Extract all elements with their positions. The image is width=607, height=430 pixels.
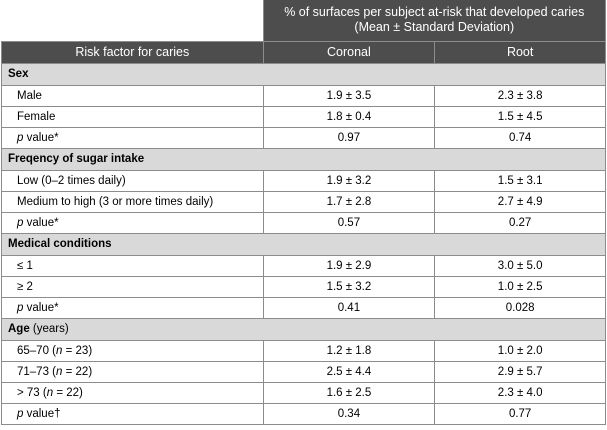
coronal-value: 1.8 ± 0.4 xyxy=(262,105,436,128)
row-label: Male xyxy=(1,84,264,107)
p-symbol: p xyxy=(17,301,24,314)
coronal-value: 1.7 ± 2.8 xyxy=(262,190,436,213)
section-title: Age (years) xyxy=(1,317,606,341)
p-symbol: p xyxy=(17,216,24,229)
root-value: 1.5 ± 3.1 xyxy=(434,169,606,192)
row-label: ≤ 1 xyxy=(1,254,264,277)
row-label: p value* xyxy=(1,211,264,234)
coronal-value: 2.5 ± 4.4 xyxy=(262,360,436,383)
p-label: value* xyxy=(23,131,59,144)
row-label: p value* xyxy=(1,126,264,149)
table-row: Female 1.8 ± 0.4 1.5 ± 4.5 xyxy=(1,105,606,128)
coronal-value: 0.57 xyxy=(262,211,436,234)
group-header-row: % of surfaces per subject at-risk that d… xyxy=(1,0,607,42)
table-row: Low (0–2 times daily) 1.9 ± 3.2 1.5 ± 3.… xyxy=(1,169,606,192)
group-header: % of surfaces per subject at-risk that d… xyxy=(262,0,607,42)
p-symbol: p xyxy=(17,407,24,420)
row-label: p value* xyxy=(1,296,264,319)
p-value-row: p value* 0.97 0.74 xyxy=(1,126,606,149)
root-value: 0.77 xyxy=(434,402,606,425)
row-label-pre: 71–73 ( xyxy=(17,365,57,378)
row-label: > 73 (n = 22) xyxy=(1,381,264,404)
row-label: ≥ 2 xyxy=(1,275,264,298)
section-age: Age (years) xyxy=(1,317,606,341)
row-label: 71–73 (n = 22) xyxy=(1,360,264,383)
root-value: 2.9 ± 5.7 xyxy=(434,360,606,383)
root-value: 2.3 ± 4.0 xyxy=(434,381,606,404)
row-label-pre: > 73 ( xyxy=(17,386,47,399)
p-label: value* xyxy=(23,301,59,314)
n-symbol: n xyxy=(56,365,63,378)
p-symbol: p xyxy=(17,131,24,144)
table-row: 71–73 (n = 22) 2.5 ± 4.4 2.9 ± 5.7 xyxy=(1,360,606,383)
blank-corner xyxy=(1,0,264,42)
coronal-value: 1.9 ± 3.2 xyxy=(262,169,436,192)
coronal-value: 1.9 ± 3.5 xyxy=(262,84,436,107)
root-value: 1.0 ± 2.0 xyxy=(434,339,606,362)
root-value: 0.74 xyxy=(434,126,606,149)
table-row: ≤ 1 1.9 ± 2.9 3.0 ± 5.0 xyxy=(1,254,606,277)
root-value: 2.3 ± 3.8 xyxy=(434,84,606,107)
section-title: Freqency of sugar intake xyxy=(1,147,606,171)
section-sex: Sex xyxy=(1,62,606,86)
row-label: Low (0–2 times daily) xyxy=(1,169,264,192)
section-title-text: Age xyxy=(8,323,30,335)
coronal-value: 0.97 xyxy=(262,126,436,149)
section-medical-conditions: Medical conditions xyxy=(1,232,606,256)
p-value-row: p value* 0.57 0.27 xyxy=(1,211,606,234)
row-label-post: = 22) xyxy=(62,365,93,378)
row-label: p value† xyxy=(1,402,264,425)
p-value-row: p value* 0.41 0.028 xyxy=(1,296,606,319)
table-row: Male 1.9 ± 3.5 2.3 ± 3.8 xyxy=(1,84,606,107)
p-label: value† xyxy=(23,407,61,420)
section-title: Sex xyxy=(1,62,606,86)
row-label: Female xyxy=(1,105,264,128)
coronal-value: 1.2 ± 1.8 xyxy=(262,339,436,362)
row-label: 65–70 (n = 23) xyxy=(1,339,264,362)
coronal-value: 0.41 xyxy=(262,296,436,319)
col-header-risk-factor: Risk factor for caries xyxy=(1,40,264,64)
table-row: ≥ 2 1.5 ± 3.2 1.0 ± 2.5 xyxy=(1,275,606,298)
col-header-root: Root xyxy=(434,40,606,64)
row-label-post: = 23) xyxy=(62,344,93,357)
root-value: 0.27 xyxy=(434,211,606,234)
column-header-row: Risk factor for caries Coronal Root xyxy=(1,40,606,64)
row-label-pre: 65–70 ( xyxy=(17,344,57,357)
coronal-value: 1.6 ± 2.5 xyxy=(262,381,436,404)
table-row: Medium to high (3 or more times daily) 1… xyxy=(1,190,606,213)
root-value: 2.7 ± 4.9 xyxy=(434,190,606,213)
p-value-row: p value† 0.34 0.77 xyxy=(1,402,606,425)
col-header-coronal: Coronal xyxy=(262,40,436,64)
section-title-suffix: (years) xyxy=(29,323,69,335)
table-row: > 73 (n = 22) 1.6 ± 2.5 2.3 ± 4.0 xyxy=(1,381,606,404)
p-label: value* xyxy=(23,216,59,229)
coronal-value: 1.5 ± 3.2 xyxy=(262,275,436,298)
table-row: 65–70 (n = 23) 1.2 ± 1.8 1.0 ± 2.0 xyxy=(1,339,606,362)
root-value: 1.0 ± 2.5 xyxy=(434,275,606,298)
root-value: 1.5 ± 4.5 xyxy=(434,105,606,128)
coronal-value: 1.9 ± 2.9 xyxy=(262,254,436,277)
section-sugar-intake: Freqency of sugar intake xyxy=(1,147,606,171)
root-value: 0.028 xyxy=(434,296,606,319)
row-label: Medium to high (3 or more times daily) xyxy=(1,190,264,213)
n-symbol: n xyxy=(56,344,63,357)
section-title: Medical conditions xyxy=(1,232,606,256)
root-value: 3.0 ± 5.0 xyxy=(434,254,606,277)
row-label-post: = 22) xyxy=(53,386,83,399)
n-symbol: n xyxy=(46,386,54,399)
coronal-value: 0.34 xyxy=(262,402,436,425)
